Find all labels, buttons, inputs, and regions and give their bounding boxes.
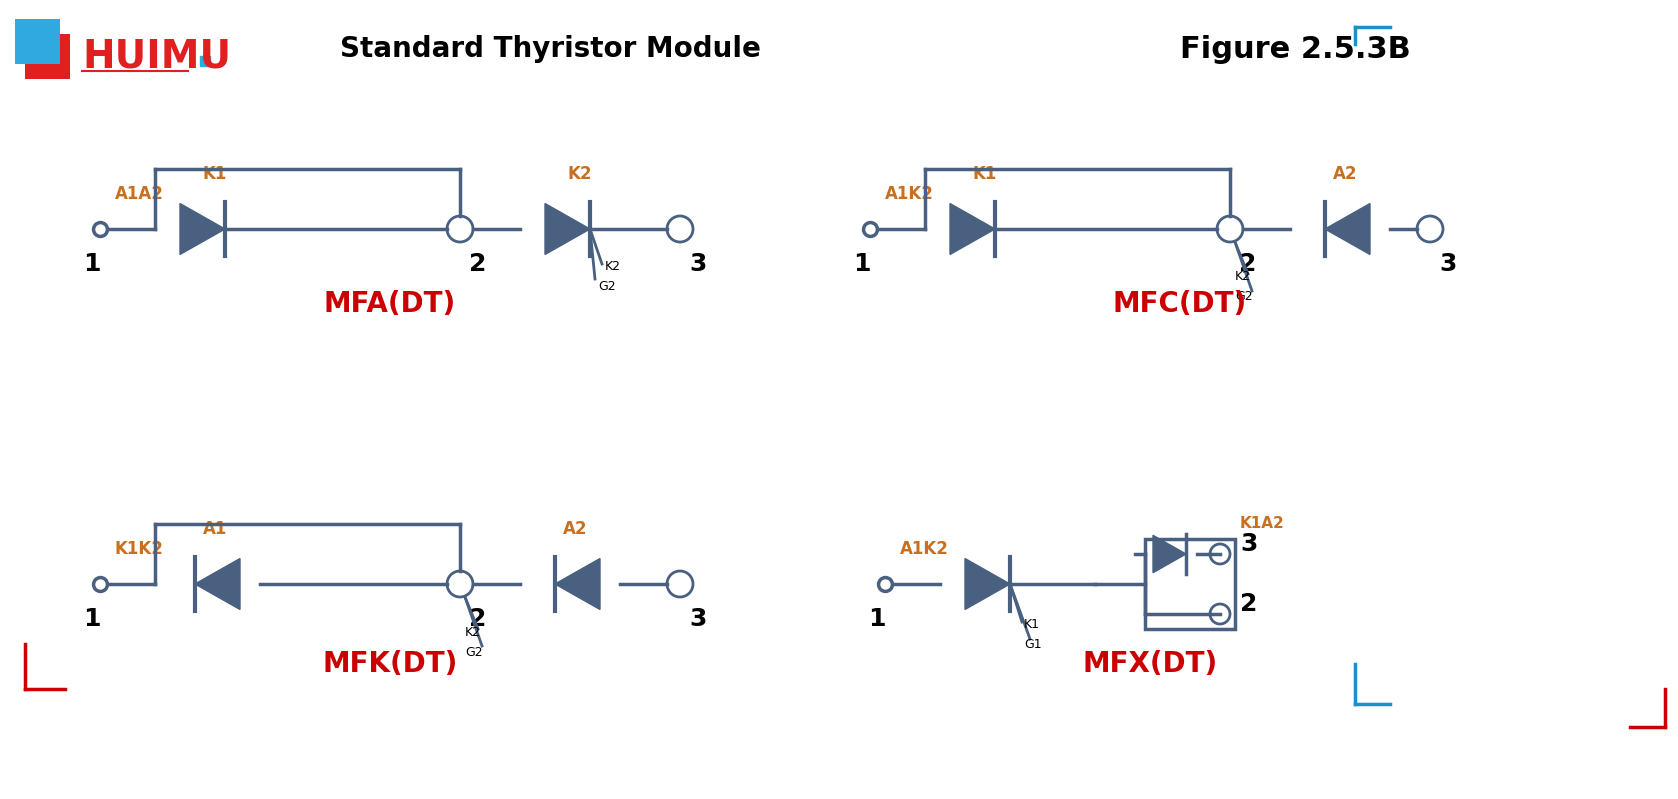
Text: K1A2: K1A2	[1240, 516, 1285, 531]
Text: A1K2: A1K2	[884, 185, 935, 203]
Text: 1: 1	[868, 607, 886, 631]
Polygon shape	[1326, 204, 1369, 255]
Text: A1A2: A1A2	[116, 185, 164, 203]
Text: MFC(DT): MFC(DT)	[1113, 290, 1247, 318]
Text: 1: 1	[852, 252, 871, 276]
Text: 1: 1	[84, 607, 101, 631]
Text: K1K2: K1K2	[116, 540, 164, 558]
Text: K1: K1	[1024, 618, 1040, 630]
Text: G2: G2	[597, 280, 616, 293]
Text: MFA(DT): MFA(DT)	[324, 290, 456, 318]
Bar	[25, 34, 70, 79]
Text: K2: K2	[465, 626, 482, 638]
Text: 3: 3	[690, 607, 706, 631]
Text: G2: G2	[465, 646, 483, 658]
Text: 2: 2	[470, 607, 487, 631]
Text: 3: 3	[690, 252, 706, 276]
Text: G1: G1	[1024, 638, 1042, 650]
Text: Figure 2.5.3B: Figure 2.5.3B	[1180, 34, 1411, 63]
Text: 2: 2	[1240, 592, 1257, 616]
Text: 1: 1	[84, 252, 101, 276]
Text: G2: G2	[1235, 291, 1252, 304]
Polygon shape	[1153, 535, 1186, 573]
Text: K2: K2	[606, 260, 621, 273]
Polygon shape	[180, 204, 225, 255]
Polygon shape	[965, 559, 1010, 610]
Text: MFK(DT): MFK(DT)	[322, 650, 458, 678]
Text: A2: A2	[562, 520, 587, 538]
Polygon shape	[555, 559, 601, 610]
Text: 2: 2	[470, 252, 487, 276]
Text: K1: K1	[973, 165, 997, 183]
Text: Standard Thyristor Module: Standard Thyristor Module	[339, 35, 760, 63]
Text: A1K2: A1K2	[899, 540, 948, 558]
Bar	[15, 19, 60, 64]
Text: A1: A1	[203, 520, 227, 538]
Text: K2: K2	[567, 165, 592, 183]
Text: K2: K2	[1235, 271, 1252, 284]
Text: 2: 2	[1240, 252, 1257, 276]
Text: 3: 3	[1240, 532, 1257, 556]
Text: K1: K1	[203, 165, 227, 183]
Text: 3: 3	[1440, 252, 1457, 276]
Bar	[1144, 539, 1235, 629]
Polygon shape	[950, 204, 995, 255]
Polygon shape	[195, 559, 240, 610]
Text: A2: A2	[1332, 165, 1358, 183]
Text: HUIMU: HUIMU	[82, 38, 232, 76]
Polygon shape	[545, 204, 591, 255]
Text: MFX(DT): MFX(DT)	[1082, 650, 1218, 678]
